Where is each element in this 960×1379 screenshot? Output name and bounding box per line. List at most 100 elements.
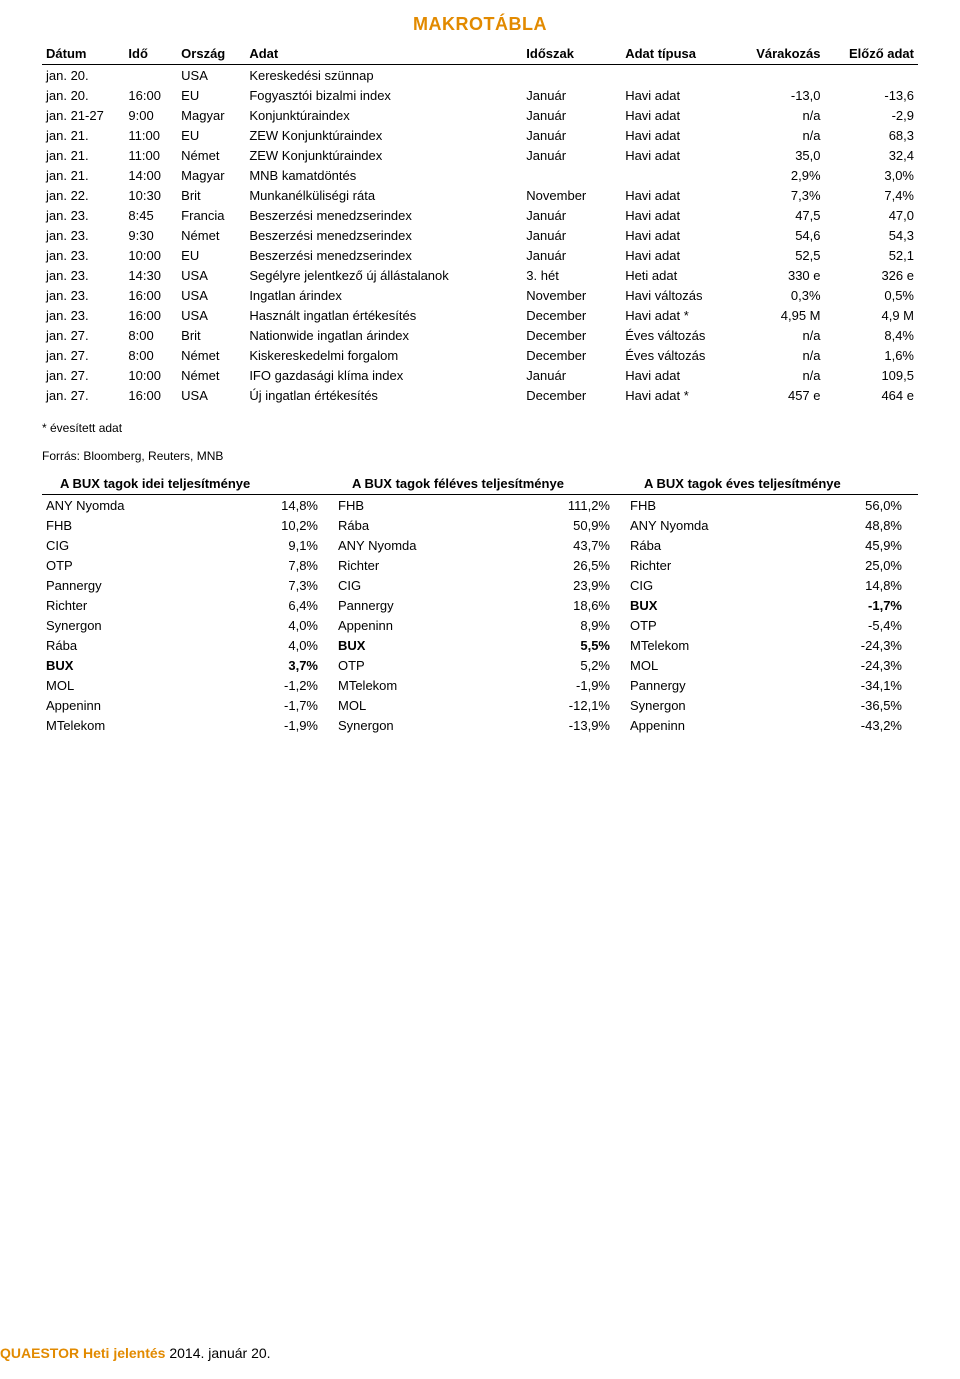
macro-cell: 7,3% (731, 185, 824, 205)
perf-row: Synergon-13,9% (334, 715, 626, 735)
perf-row: Rába4,0% (42, 635, 334, 655)
perf-pct: 25,0% (797, 555, 918, 575)
perf-pct: 7,8% (218, 555, 334, 575)
perf-row: Appeninn8,9% (334, 615, 626, 635)
macro-cell: 11:00 (124, 125, 177, 145)
macro-cell: Január (522, 365, 621, 385)
perf-header: A BUX tagok idei teljesítménye (42, 473, 334, 495)
macro-cell: Havi adat (621, 145, 731, 165)
perf-name: Synergon (626, 695, 797, 715)
perf-row: Appeninn-1,7% (42, 695, 334, 715)
perf-pct: 4,0% (218, 615, 334, 635)
macro-cell: USA (177, 385, 245, 405)
macro-cell: jan. 23. (42, 265, 124, 285)
macro-cell (621, 65, 731, 86)
perf-table: FHB56,0%ANY Nyomda48,8%Rába45,9%Richter2… (626, 495, 918, 735)
perf-name: Synergon (42, 615, 218, 635)
macro-cell: 11:00 (124, 145, 177, 165)
macro-cell: n/a (731, 365, 824, 385)
perf-name: MTelekom (626, 635, 797, 655)
macro-cell: USA (177, 285, 245, 305)
macro-cell: Beszerzési menedzserindex (245, 225, 522, 245)
macro-cell: Francia (177, 205, 245, 225)
perf-pct: -1,7% (218, 695, 334, 715)
macro-row: jan. 23.16:00USAHasznált ingatlan értéke… (42, 305, 918, 325)
macro-cell: IFO gazdasági klíma index (245, 365, 522, 385)
perf-row: BUX-1,7% (626, 595, 918, 615)
macro-cell: jan. 27. (42, 325, 124, 345)
macro-cell: Német (177, 145, 245, 165)
perf-name: Appeninn (42, 695, 218, 715)
macro-cell: 47,0 (825, 205, 918, 225)
macro-cell: ZEW Konjunktúraindex (245, 125, 522, 145)
macro-cell: jan. 23. (42, 245, 124, 265)
macro-cell: Havi adat * (621, 385, 731, 405)
macro-header-cell: Adat típusa (621, 43, 731, 65)
macro-cell: November (522, 285, 621, 305)
perf-pct: 4,0% (218, 635, 334, 655)
macro-header-cell: Adat (245, 43, 522, 65)
macro-cell: -13,0 (731, 85, 824, 105)
macro-cell: n/a (731, 125, 824, 145)
perf-pct: 5,2% (504, 655, 626, 675)
macro-cell: 0,5% (825, 285, 918, 305)
macro-row: jan. 20.16:00EUFogyasztói bizalmi indexJ… (42, 85, 918, 105)
macro-cell: ZEW Konjunktúraindex (245, 145, 522, 165)
perf-row: FHB111,2% (334, 495, 626, 515)
perf-row: OTP5,2% (334, 655, 626, 675)
perf-name: ANY Nyomda (42, 495, 218, 515)
macro-cell: Kiskereskedelmi forgalom (245, 345, 522, 365)
macro-cell: 109,5 (825, 365, 918, 385)
perf-name: CIG (626, 575, 797, 595)
macro-cell: 16:00 (124, 85, 177, 105)
macro-cell: -13,6 (825, 85, 918, 105)
macro-cell: Január (522, 105, 621, 125)
macro-cell: Kereskedési szünnap (245, 65, 522, 86)
macro-cell: 54,6 (731, 225, 824, 245)
macro-cell: 8,4% (825, 325, 918, 345)
macro-cell: Január (522, 205, 621, 225)
perf-name: Pannergy (334, 595, 504, 615)
perf-row: MOL-24,3% (626, 655, 918, 675)
macro-cell: -2,9 (825, 105, 918, 125)
macro-cell: 32,4 (825, 145, 918, 165)
perf-row: MTelekom-1,9% (42, 715, 334, 735)
macro-cell: jan. 21. (42, 125, 124, 145)
perf-pct: 26,5% (504, 555, 626, 575)
macro-cell: December (522, 345, 621, 365)
perf-row: Pannergy7,3% (42, 575, 334, 595)
macro-cell: 54,3 (825, 225, 918, 245)
macro-cell: Beszerzési menedzserindex (245, 205, 522, 225)
perf-pct: -36,5% (797, 695, 918, 715)
macro-cell (522, 65, 621, 86)
perf-pct: -1,9% (504, 675, 626, 695)
macro-cell (731, 65, 824, 86)
perf-pct: -13,9% (504, 715, 626, 735)
perf-block: A BUX tagok féléves teljesítményeFHB111,… (334, 473, 626, 735)
perf-name: MOL (42, 675, 218, 695)
macro-cell: n/a (731, 105, 824, 125)
macro-header-cell: Időszak (522, 43, 621, 65)
perf-name: BUX (334, 635, 504, 655)
macro-cell: 16:00 (124, 385, 177, 405)
perf-row: Rába50,9% (334, 515, 626, 535)
perf-name: CIG (334, 575, 504, 595)
perf-pct: 48,8% (797, 515, 918, 535)
macro-cell: Havi adat (621, 225, 731, 245)
perf-name: Richter (626, 555, 797, 575)
perf-row: Appeninn-43,2% (626, 715, 918, 735)
perf-pct: -43,2% (797, 715, 918, 735)
macro-cell: 16:00 (124, 285, 177, 305)
macro-cell: Január (522, 125, 621, 145)
perf-row: Synergon4,0% (42, 615, 334, 635)
macro-row: jan. 27.8:00NémetKiskereskedelmi forgalo… (42, 345, 918, 365)
macro-header-cell: Előző adat (825, 43, 918, 65)
macro-cell: 8:00 (124, 345, 177, 365)
perf-pct: -1,2% (218, 675, 334, 695)
macro-cell: December (522, 305, 621, 325)
footer-date: 2014. január 20. (165, 1345, 270, 1361)
macro-cell: EU (177, 125, 245, 145)
perf-row: BUX3,7% (42, 655, 334, 675)
perf-name: FHB (42, 515, 218, 535)
macro-cell: November (522, 185, 621, 205)
